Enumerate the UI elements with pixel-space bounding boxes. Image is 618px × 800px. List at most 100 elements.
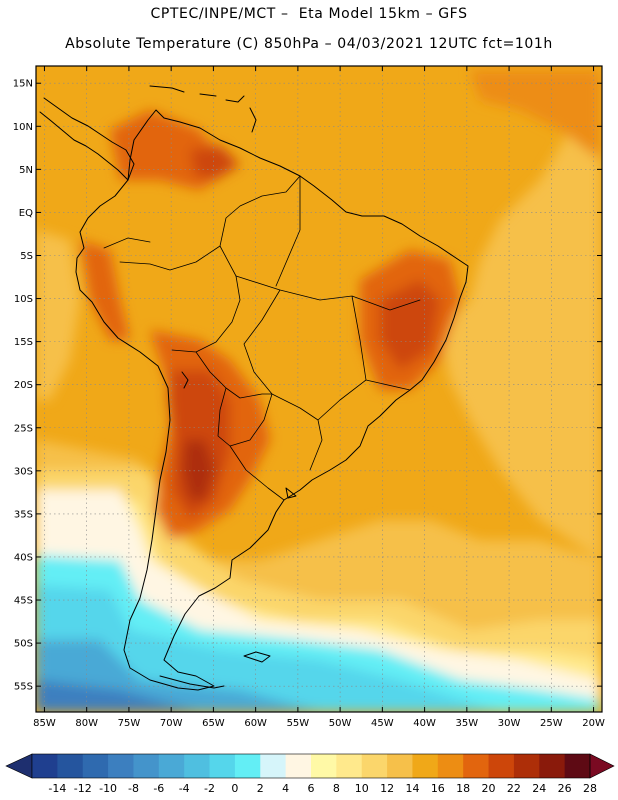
lon-tick-label: 25W <box>540 718 563 729</box>
colorbar-label: 0 <box>231 782 238 795</box>
lat-tick-label: 5N <box>19 165 33 176</box>
lat-tick-label: 30S <box>14 466 33 477</box>
colorbar-swatch <box>133 754 160 778</box>
south-america-coast <box>75 109 469 691</box>
colorbar-label: 2 <box>257 782 264 795</box>
colorbar-label: -8 <box>128 782 139 795</box>
lat-tick-label: 5S <box>20 251 33 262</box>
colorbar-label: 12 <box>380 782 394 795</box>
lat-tick-label: 25S <box>14 423 33 434</box>
lat-tick-label: 55S <box>14 682 33 693</box>
lon-tick-label: 20W <box>582 718 605 729</box>
colorbar-swatch <box>437 754 464 778</box>
colorbar-label: -4 <box>179 782 190 795</box>
colorbar-label: -14 <box>48 782 66 795</box>
colorbar-label: 20 <box>482 782 496 795</box>
colorbar-swatch <box>463 754 489 778</box>
colorbar-swatch <box>564 754 591 778</box>
field-minus8c-south <box>36 680 200 712</box>
field-26c-core <box>182 440 215 500</box>
map-frame <box>35 65 603 713</box>
colorbar-swatch <box>158 754 185 778</box>
colorbar-swatch <box>285 754 312 778</box>
lat-axis: 15N 10N 5N EQ 5S 10S 15S 20S 25S 30S 35S 40S 45S 50S 5… <box>13 79 602 693</box>
colorbar-label: 10 <box>355 782 369 795</box>
lon-tick-label: 35W <box>456 718 479 729</box>
lat-tick-label: 20S <box>14 380 33 391</box>
lat-tick-label: 45S <box>14 596 33 607</box>
colorbar-label: 26 <box>558 782 572 795</box>
colorbar-high-arrow <box>589 753 615 779</box>
temperature-field <box>36 66 602 712</box>
colorbar-swatch <box>336 754 363 778</box>
colorbar-swatch <box>513 754 540 778</box>
colorbar-label: 28 <box>583 782 597 795</box>
coastlines <box>39 85 469 691</box>
field-24c-northeast <box>380 280 440 370</box>
lat-tick-label: 40S <box>14 552 33 563</box>
field-18c-atlantic <box>470 70 600 160</box>
lagoa-dos-patos <box>285 487 297 499</box>
colorbar-frame <box>31 753 591 779</box>
field-14c-pacific-north <box>36 230 80 400</box>
central-america-north-coast <box>43 97 135 181</box>
lon-tick-label: 55W <box>287 718 310 729</box>
colorbar-swatch <box>234 754 261 778</box>
field-14c-atlantic <box>440 66 600 560</box>
field-22c-andes <box>80 240 130 340</box>
colorbar-swatch <box>184 754 210 778</box>
field-24c-venezuela <box>190 145 240 180</box>
colorbar-label: 4 <box>282 782 289 795</box>
colorbar-label: -10 <box>99 782 117 795</box>
lon-tick-label: 40W <box>413 718 436 729</box>
colorbar-swatch <box>539 754 566 778</box>
colorbar-swatch <box>311 754 337 778</box>
lake-titicaca <box>181 371 189 389</box>
lat-tick-label: 15S <box>14 337 33 348</box>
colorbar-label: 16 <box>431 782 445 795</box>
country-borders <box>103 175 301 501</box>
lon-tick-label: 60W <box>244 718 267 729</box>
colorbar-label: 8 <box>333 782 340 795</box>
colorbar-swatch <box>108 754 134 778</box>
colorbar-swatch <box>32 754 58 778</box>
colorbar-label: 18 <box>456 782 470 795</box>
lon-axis: 85W 80W 75W 70W 65W 60W 55W 50W 45W 40W 35W 30W 25W 2… <box>33 66 605 729</box>
colorbar-label: -12 <box>74 782 92 795</box>
lat-tick-label: 10N <box>13 122 33 133</box>
lon-tick-label: 65W <box>202 718 225 729</box>
colorbar-label: -6 <box>153 782 164 795</box>
lon-tick-label: 45W <box>371 718 394 729</box>
lat-tick-label: 50S <box>14 639 33 650</box>
colorbar-label: 22 <box>507 782 521 795</box>
lon-tick-label: 80W <box>75 718 98 729</box>
colorbar-label: 24 <box>532 782 546 795</box>
lon-tick-label: 50W <box>329 718 352 729</box>
colorbar-swatch <box>209 754 236 778</box>
colorbar-low-arrow <box>5 753 33 779</box>
colorbar-swatch <box>488 754 515 778</box>
caribbean-islands <box>149 85 257 133</box>
lon-tick-label: 30W <box>498 718 521 729</box>
colorbar-swatch <box>361 754 388 778</box>
colorbar: -14 -12 -10 -8 -6 -4 -2 0 2 4 6 8 10 12 14 16 18 20 22 24 26… <box>5 753 615 795</box>
lat-tick-label: 15N <box>13 79 33 90</box>
map-title-line2: Absolute Temperature (C) 850hPa – 04/03/… <box>65 36 553 52</box>
lon-tick-label: 70W <box>160 718 183 729</box>
colorbar-swatch <box>82 754 109 778</box>
colorbar-label: 14 <box>405 782 419 795</box>
lat-tick-label: 10S <box>14 294 33 305</box>
colorbar-swatch <box>260 754 287 778</box>
falkland-islands <box>243 651 271 663</box>
field-blobs <box>36 66 600 712</box>
tierra-del-fuego <box>159 675 225 689</box>
lat-tick-label: 35S <box>14 509 33 520</box>
colorbar-swatch <box>412 754 439 778</box>
lon-tick-label: 85W <box>33 718 56 729</box>
colorbar-swatch <box>57 754 84 778</box>
colorbar-label: 6 <box>308 782 315 795</box>
colorbar-swatch <box>387 754 413 778</box>
colorbar-label: -2 <box>204 782 215 795</box>
central-america-coast <box>39 111 129 181</box>
